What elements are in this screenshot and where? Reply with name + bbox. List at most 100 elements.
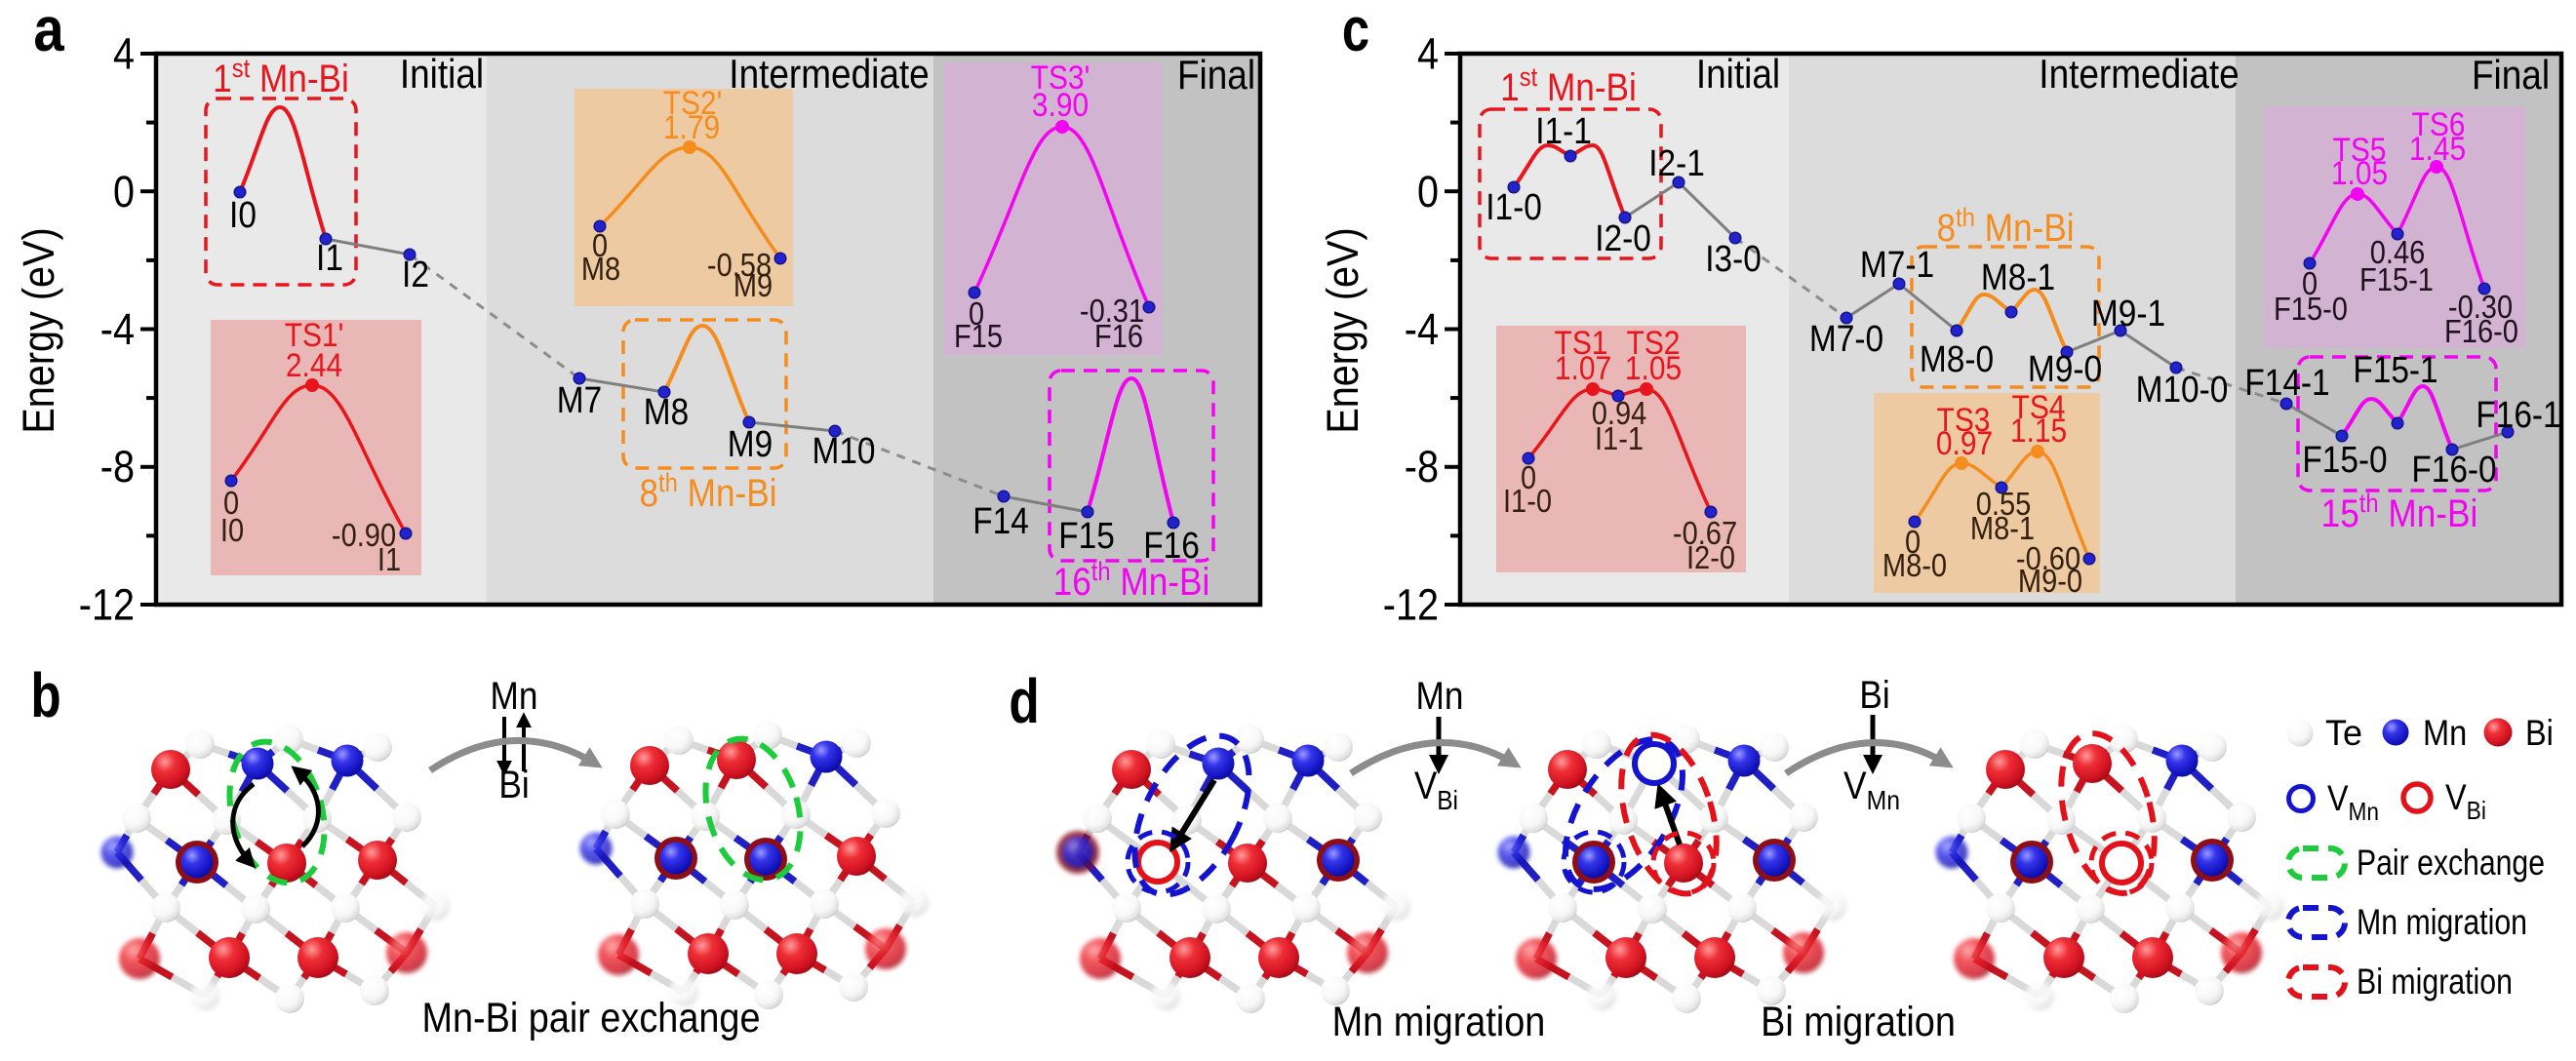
svg-text:-0.67: -0.67 [1673, 515, 1737, 551]
svg-text:Bi: Bi [2525, 713, 2554, 753]
svg-text:0: 0 [1521, 459, 1536, 495]
svg-text:F14-1: F14-1 [2244, 363, 2329, 404]
svg-text:-4: -4 [100, 304, 135, 354]
svg-text:-0.31: -0.31 [1080, 293, 1144, 329]
svg-text:I1-1: I1-1 [1595, 420, 1644, 456]
svg-text:M10-0: M10-0 [2136, 370, 2229, 411]
svg-text:0.55: 0.55 [1976, 486, 2032, 522]
svg-text:8th Mn-Bi: 8th Mn-Bi [1936, 203, 2074, 250]
svg-text:F16: F16 [1143, 526, 1200, 567]
svg-text:-12: -12 [79, 580, 135, 630]
svg-text:Mn-Bi pair exchange: Mn-Bi pair exchange [422, 995, 761, 1041]
svg-text:Bi migration: Bi migration [1761, 999, 1956, 1045]
svg-text:Bi migration: Bi migration [2357, 962, 2513, 1002]
svg-text:TS2': TS2' [663, 85, 723, 122]
svg-text:TS6: TS6 [2412, 106, 2466, 143]
svg-text:TS1: TS1 [1555, 325, 1608, 362]
svg-text:TS2: TS2 [1627, 325, 1681, 362]
svg-text:Mn migration: Mn migration [1332, 999, 1546, 1045]
svg-text:1.07: 1.07 [1555, 350, 1611, 387]
svg-text:TS5: TS5 [2333, 132, 2387, 169]
svg-text:M9-0: M9-0 [2028, 349, 2102, 390]
svg-text:M9: M9 [728, 424, 773, 465]
svg-text:b: b [30, 660, 60, 730]
svg-text:M9-1: M9-1 [2091, 294, 2165, 334]
svg-text:0: 0 [113, 167, 135, 216]
svg-text:M8: M8 [581, 251, 620, 287]
svg-text:I2: I2 [402, 255, 429, 295]
svg-text:1st Mn-Bi: 1st Mn-Bi [1500, 62, 1637, 109]
svg-text:F16-0: F16-0 [2444, 313, 2518, 349]
svg-text:2.44: 2.44 [286, 347, 342, 384]
svg-text:I1: I1 [377, 541, 401, 577]
svg-text:M9: M9 [733, 267, 773, 303]
svg-text:I3-0: I3-0 [1705, 239, 1762, 280]
svg-text:TS4: TS4 [2012, 389, 2066, 426]
svg-text:4: 4 [1417, 29, 1439, 79]
svg-text:16th Mn-Bi: 16th Mn-Bi [1053, 557, 1210, 604]
svg-text:-0.30: -0.30 [2448, 289, 2513, 325]
svg-text:M9-0: M9-0 [2018, 563, 2082, 599]
svg-text:d: d [1009, 666, 1039, 736]
svg-text:-8: -8 [1405, 442, 1439, 491]
svg-text:Mn migration: Mn migration [2357, 902, 2527, 942]
svg-text:M8-1: M8-1 [1970, 510, 2035, 546]
svg-text:1.15: 1.15 [2010, 413, 2067, 450]
svg-text:F16-0: F16-0 [2411, 450, 2496, 491]
svg-text:Mn: Mn [491, 675, 538, 718]
svg-text:I2-0: I2-0 [1686, 539, 1735, 575]
svg-text:I0: I0 [220, 512, 244, 548]
svg-text:Te: Te [2325, 713, 2362, 753]
svg-text:Energy (eV): Energy (eV) [1318, 227, 1367, 433]
svg-text:3.90: 3.90 [1032, 87, 1089, 124]
svg-text:F15-0: F15-0 [2302, 440, 2387, 481]
svg-text:-0.60: -0.60 [2016, 540, 2081, 576]
svg-text:0: 0 [969, 295, 984, 332]
svg-text:a: a [33, 0, 64, 64]
svg-text:Initial: Initial [1696, 51, 1780, 97]
svg-text:TS3': TS3' [1031, 59, 1090, 97]
svg-text:I1-0: I1-0 [1486, 187, 1542, 228]
svg-text:M8-1: M8-1 [1981, 257, 2055, 298]
svg-text:M7-0: M7-0 [1809, 319, 1883, 360]
svg-text:Mn: Mn [1416, 675, 1464, 718]
svg-text:1.79: 1.79 [663, 109, 720, 146]
svg-text:0: 0 [592, 227, 608, 263]
svg-text:Intermediate: Intermediate [2039, 51, 2239, 97]
svg-text:M8-0: M8-0 [1882, 547, 1947, 583]
svg-text:-8: -8 [100, 442, 135, 491]
svg-text:1.05: 1.05 [2331, 155, 2388, 192]
svg-text:15th Mn-Bi: 15th Mn-Bi [2321, 489, 2478, 535]
svg-text:F16-1: F16-1 [2476, 395, 2560, 436]
svg-text:Mn: Mn [2423, 713, 2467, 753]
svg-text:0.97: 0.97 [1936, 425, 1993, 462]
svg-text:F15: F15 [954, 318, 1003, 354]
svg-text:F15-1: F15-1 [2353, 350, 2437, 391]
svg-text:1.05: 1.05 [1625, 350, 1682, 387]
svg-text:Energy (eV): Energy (eV) [14, 227, 63, 433]
svg-text:Final: Final [2472, 52, 2550, 98]
svg-text:0: 0 [223, 485, 239, 521]
svg-text:-4: -4 [1405, 304, 1439, 354]
svg-text:M7: M7 [557, 380, 602, 421]
svg-text:TS1': TS1' [285, 317, 344, 354]
svg-text:0: 0 [1417, 167, 1439, 216]
svg-text:1.45: 1.45 [2409, 131, 2466, 168]
svg-text:I2-0: I2-0 [1595, 218, 1651, 259]
svg-text:M8-0: M8-0 [1920, 339, 1994, 380]
svg-text:-0.58: -0.58 [707, 247, 772, 283]
svg-text:Bi: Bi [1859, 674, 1889, 717]
svg-text:F15-0: F15-0 [2274, 291, 2348, 327]
svg-text:F15-1: F15-1 [2359, 261, 2434, 297]
svg-text:I1-1: I1-1 [1535, 111, 1592, 152]
svg-text:I2-1: I2-1 [1648, 143, 1705, 184]
svg-text:0.94: 0.94 [1592, 395, 1647, 431]
svg-text:Final: Final [1177, 52, 1255, 98]
svg-text:TS3: TS3 [1937, 402, 1991, 439]
svg-text:4: 4 [113, 29, 135, 79]
svg-text:F16: F16 [1094, 318, 1143, 354]
svg-text:M10: M10 [812, 431, 876, 472]
svg-text:F14: F14 [972, 501, 1029, 542]
svg-text:I1-0: I1-0 [1503, 483, 1552, 519]
svg-text:I0: I0 [229, 195, 257, 236]
